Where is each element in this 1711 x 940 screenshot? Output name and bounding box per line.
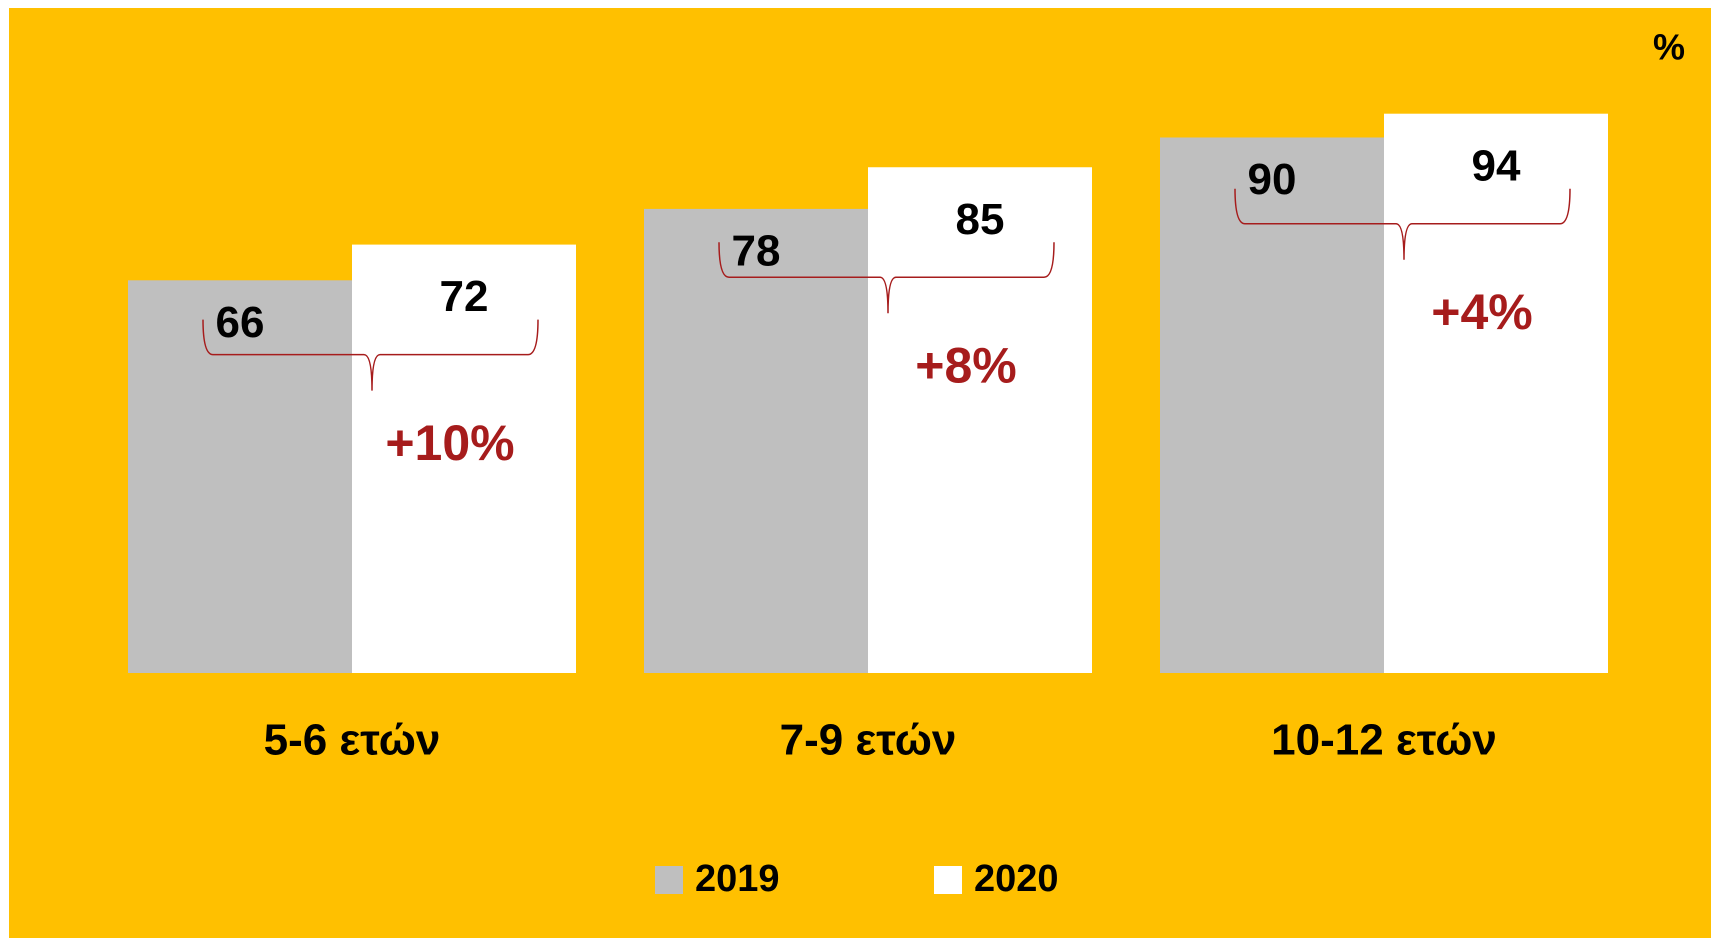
x-tick-label: 10-12 ετών: [1271, 716, 1497, 765]
unit-label: %: [1653, 27, 1685, 68]
value-label: 85: [956, 195, 1005, 244]
legend-swatch: [655, 866, 683, 894]
bar: [352, 244, 576, 673]
value-label: 94: [1472, 141, 1521, 190]
value-label: 78: [732, 227, 781, 276]
annotation: +10%: [385, 415, 514, 471]
bar: [644, 208, 868, 673]
annotation: +8%: [915, 337, 1016, 393]
value-label: 72: [440, 272, 489, 321]
legend-label: 2020: [974, 858, 1059, 900]
bracket: [718, 242, 1055, 314]
bar: [128, 280, 352, 673]
legend-swatch: [934, 866, 962, 894]
bar: [1384, 113, 1608, 673]
annotation: +4%: [1431, 284, 1532, 340]
value-label: 90: [1248, 155, 1297, 204]
bar: [1160, 137, 1384, 673]
bracket: [202, 319, 539, 391]
legend-label: 2019: [695, 858, 780, 900]
value-label: 66: [216, 298, 265, 347]
x-tick-label: 5-6 ετών: [264, 716, 441, 765]
x-tick-label: 7-9 ετών: [780, 716, 957, 765]
bar: [868, 167, 1092, 673]
bracket: [1234, 188, 1571, 260]
